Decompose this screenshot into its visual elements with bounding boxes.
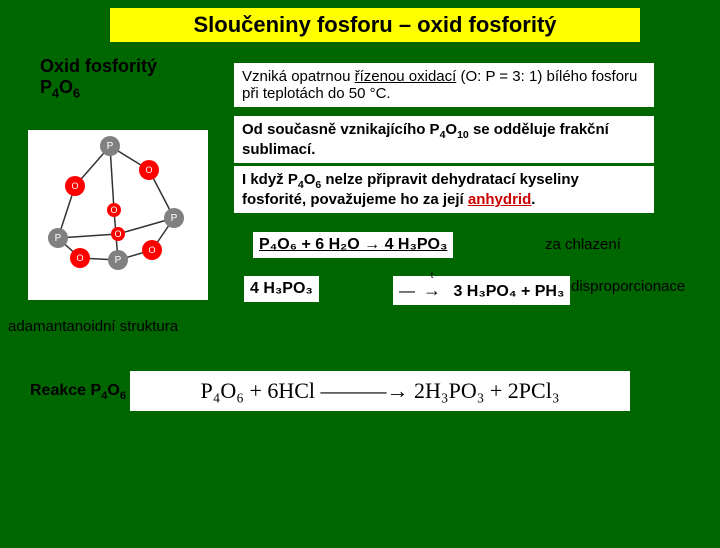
reakce-heading: Reakce P4O6 — [30, 382, 126, 402]
t: P₄O₆ + 6 H₂O → 4 H₃PO₃ — [259, 236, 447, 253]
subtitle-line1: Oxid fosforitý — [40, 56, 157, 76]
t: 6 — [73, 87, 80, 101]
svg-text:O: O — [71, 181, 78, 191]
structure-label: adamantanoidní struktura — [8, 318, 178, 335]
text-box-1: Vzniká opatrnou řízenou oxidací (O: P = … — [234, 63, 654, 107]
t: řízenou oxidací — [355, 68, 457, 85]
t: O — [107, 382, 119, 399]
t: 3 H₃PO₄ + PH₃ — [453, 283, 564, 300]
text-box-2: Od současně vznikajícího P4O10 se oddělu… — [234, 116, 654, 163]
t: O — [59, 77, 73, 97]
svg-text:P: P — [171, 213, 178, 224]
subtitle-line2: P4O6 — [40, 77, 80, 97]
svg-text:O: O — [110, 205, 117, 215]
svg-text:O: O — [148, 245, 155, 255]
svg-text:P: P — [55, 233, 62, 244]
slide-title: Sloučeniny fosforu – oxid fosforitý — [110, 8, 640, 42]
svg-text:O: O — [145, 165, 152, 175]
equation-2-right: —t→ 3 H₃PO₄ + PH₃ — [393, 276, 570, 305]
equation-3: P₄O₆ + 6HCl ———→ 2H₃PO₃ + 2PCl₃ — [130, 371, 630, 411]
t: t — [431, 270, 434, 280]
t: O — [445, 121, 457, 138]
equation-2-left: 4 H₃PO₃ — [244, 276, 319, 302]
subtitle: Oxid fosforitý P4O6 — [40, 56, 157, 101]
t: Reakce P — [30, 382, 101, 399]
text-box-3: I když P4O6 nelze připravit dehydratací … — [234, 166, 654, 213]
molecule-diagram: O O O O O O P P P P — [28, 130, 208, 300]
svg-text:P: P — [115, 255, 122, 266]
t: P₄O₆ + 6HCl ———→ 2H₃PO₃ + 2PCl₃ — [201, 378, 560, 404]
t: 10 — [457, 129, 469, 141]
t: anhydrid — [468, 191, 531, 208]
t: I když P — [242, 171, 298, 188]
t: 6 — [120, 390, 126, 402]
label-cooling: za chlazení — [545, 236, 621, 253]
svg-text:P: P — [107, 141, 114, 152]
svg-text:O: O — [114, 229, 121, 239]
t: O — [304, 171, 316, 188]
t: . — [531, 191, 535, 208]
t: Od současně vznikajícího P — [242, 121, 440, 138]
t: 4 — [52, 87, 59, 101]
equation-1: P₄O₆ + 6 H₂O → 4 H₃PO₃ — [253, 232, 453, 258]
t: Vzniká opatrnou — [242, 68, 355, 85]
label-disprop: disproporcionace — [571, 278, 685, 295]
svg-text:O: O — [76, 253, 83, 263]
arrow-icon: —t→ — [399, 283, 449, 300]
t: P — [40, 77, 52, 97]
